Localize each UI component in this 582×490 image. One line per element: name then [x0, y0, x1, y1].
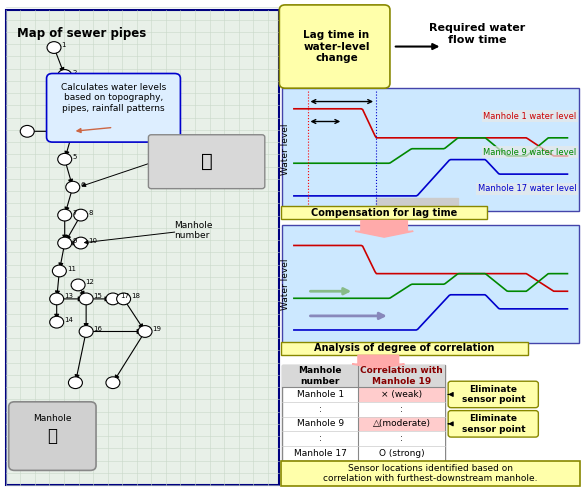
FancyBboxPatch shape [448, 381, 538, 408]
Circle shape [66, 125, 80, 137]
FancyBboxPatch shape [281, 461, 580, 486]
Circle shape [49, 293, 63, 305]
Text: 14: 14 [64, 317, 73, 323]
Text: O (strong): O (strong) [379, 449, 424, 458]
Text: :: : [319, 405, 321, 414]
Circle shape [74, 237, 88, 249]
Circle shape [52, 265, 66, 277]
FancyBboxPatch shape [281, 342, 528, 355]
Circle shape [69, 377, 83, 389]
Circle shape [58, 209, 72, 221]
Text: Lag time in
water-level
change: Lag time in water-level change [303, 30, 370, 63]
FancyBboxPatch shape [358, 431, 445, 446]
Text: Sewer water
pipes: Sewer water pipes [163, 154, 220, 174]
FancyBboxPatch shape [448, 411, 538, 437]
FancyBboxPatch shape [358, 446, 445, 461]
Circle shape [58, 70, 72, 81]
Text: 5: 5 [72, 154, 77, 160]
FancyBboxPatch shape [47, 74, 180, 142]
Text: Manhole 9 water level: Manhole 9 water level [483, 148, 576, 157]
Text: Sensor locations identified based on
correlation with furthest-downstream manhol: Sensor locations identified based on cor… [324, 464, 538, 483]
Text: 2: 2 [72, 70, 77, 76]
FancyBboxPatch shape [282, 365, 445, 461]
FancyBboxPatch shape [358, 387, 445, 402]
Text: 15: 15 [94, 294, 102, 299]
Text: Manhole 17: Manhole 17 [294, 449, 346, 458]
FancyBboxPatch shape [282, 225, 579, 343]
FancyBboxPatch shape [282, 88, 579, 211]
Text: Compensation for lag time: Compensation for lag time [311, 208, 457, 218]
Text: 1: 1 [62, 42, 66, 48]
Text: Water level: Water level [281, 123, 290, 175]
Text: Water level: Water level [281, 258, 290, 310]
FancyBboxPatch shape [6, 10, 279, 485]
Text: △(moderate): △(moderate) [372, 419, 431, 428]
Text: × (weak): × (weak) [381, 390, 422, 399]
Text: Manhole: Manhole [33, 414, 72, 423]
Circle shape [58, 153, 72, 165]
Circle shape [58, 98, 72, 109]
Text: 🐟: 🐟 [201, 152, 212, 171]
Text: Analysis of degree of correlation: Analysis of degree of correlation [314, 343, 495, 353]
FancyArrow shape [355, 220, 413, 237]
Text: 3: 3 [72, 98, 77, 104]
Text: Manhole 17 water level: Manhole 17 water level [478, 184, 576, 193]
Text: Calculates water levels
based on topography,
pipes, rainfall patterns: Calculates water levels based on topogra… [61, 83, 166, 113]
Circle shape [49, 317, 63, 328]
Text: Eliminate
sensor point: Eliminate sensor point [462, 385, 526, 404]
Circle shape [106, 377, 120, 389]
FancyBboxPatch shape [9, 402, 96, 470]
Text: Map of sewer pipes: Map of sewer pipes [17, 27, 147, 40]
Text: 7: 7 [72, 210, 77, 216]
Circle shape [79, 293, 93, 305]
Text: 13: 13 [64, 294, 73, 299]
Text: Manhole
number: Manhole number [299, 367, 342, 386]
Text: Eliminate
sensor point: Eliminate sensor point [462, 414, 526, 434]
Text: Correlation with
Manhole 19: Correlation with Manhole 19 [360, 367, 443, 386]
Text: 4: 4 [80, 126, 85, 132]
Circle shape [106, 293, 120, 305]
Text: Manhole 1: Manhole 1 [297, 390, 343, 399]
FancyBboxPatch shape [282, 365, 445, 387]
Text: Required water
flow time: Required water flow time [429, 24, 526, 45]
FancyArrow shape [352, 355, 404, 369]
Circle shape [47, 42, 61, 53]
Text: :: : [400, 434, 403, 443]
Circle shape [58, 237, 72, 249]
Text: 9: 9 [72, 238, 77, 244]
FancyBboxPatch shape [358, 416, 445, 431]
FancyBboxPatch shape [358, 402, 445, 416]
FancyBboxPatch shape [148, 135, 265, 189]
Text: Manhole 9: Manhole 9 [297, 419, 343, 428]
Text: Manhole 1 water level: Manhole 1 water level [483, 112, 576, 121]
Circle shape [66, 181, 80, 193]
Text: Manhole
number: Manhole number [175, 220, 213, 240]
Circle shape [71, 279, 85, 291]
FancyBboxPatch shape [279, 5, 390, 88]
Text: :: : [319, 434, 321, 443]
Circle shape [116, 293, 130, 305]
Circle shape [79, 326, 93, 337]
Text: 18: 18 [131, 294, 140, 299]
Text: 10: 10 [88, 238, 97, 244]
Circle shape [74, 209, 88, 221]
Circle shape [138, 326, 152, 337]
Text: 8: 8 [88, 210, 93, 216]
Text: 17: 17 [120, 294, 129, 299]
Text: 👷: 👷 [47, 427, 58, 445]
Text: 16: 16 [94, 326, 102, 332]
Text: 19: 19 [152, 326, 162, 332]
Text: :: : [400, 405, 403, 414]
Text: 11: 11 [67, 266, 76, 271]
Text: 12: 12 [86, 279, 94, 286]
FancyBboxPatch shape [281, 206, 487, 219]
Text: 6: 6 [80, 182, 85, 188]
Bar [376, 198, 458, 207]
Circle shape [20, 125, 34, 137]
